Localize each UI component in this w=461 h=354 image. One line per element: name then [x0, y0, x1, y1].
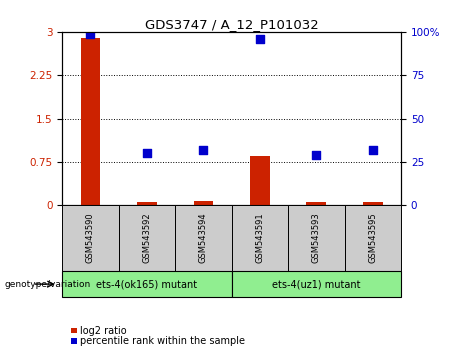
Title: GDS3747 / A_12_P101032: GDS3747 / A_12_P101032	[145, 18, 319, 31]
Bar	[137, 202, 157, 205]
Text: ets-4(uz1) mutant: ets-4(uz1) mutant	[272, 279, 361, 289]
Bar	[81, 38, 100, 205]
Text: GSM543594: GSM543594	[199, 213, 208, 263]
Text: GSM543593: GSM543593	[312, 213, 321, 263]
Point	[369, 147, 377, 153]
Point	[87, 31, 94, 36]
Point	[313, 152, 320, 158]
Bar	[307, 202, 326, 205]
Bar	[288, 205, 344, 271]
Text: ets-4(ok165) mutant: ets-4(ok165) mutant	[96, 279, 197, 289]
Text: GSM543591: GSM543591	[255, 213, 265, 263]
Text: GSM543590: GSM543590	[86, 213, 95, 263]
Bar	[231, 205, 288, 271]
Bar	[175, 205, 231, 271]
Point	[143, 150, 151, 156]
Text: log2 ratio: log2 ratio	[80, 326, 126, 336]
Bar	[344, 205, 401, 271]
Text: genotype/variation: genotype/variation	[5, 280, 91, 289]
Text: GSM543595: GSM543595	[368, 213, 378, 263]
Bar	[194, 201, 213, 205]
Text: GSM543592: GSM543592	[142, 213, 152, 263]
Text: percentile rank within the sample: percentile rank within the sample	[80, 336, 245, 346]
Bar	[231, 271, 401, 297]
Bar	[62, 205, 118, 271]
Bar	[118, 205, 175, 271]
Bar	[250, 156, 270, 205]
Point	[256, 36, 264, 42]
Point	[200, 147, 207, 153]
Bar	[363, 202, 383, 205]
Bar	[62, 271, 231, 297]
